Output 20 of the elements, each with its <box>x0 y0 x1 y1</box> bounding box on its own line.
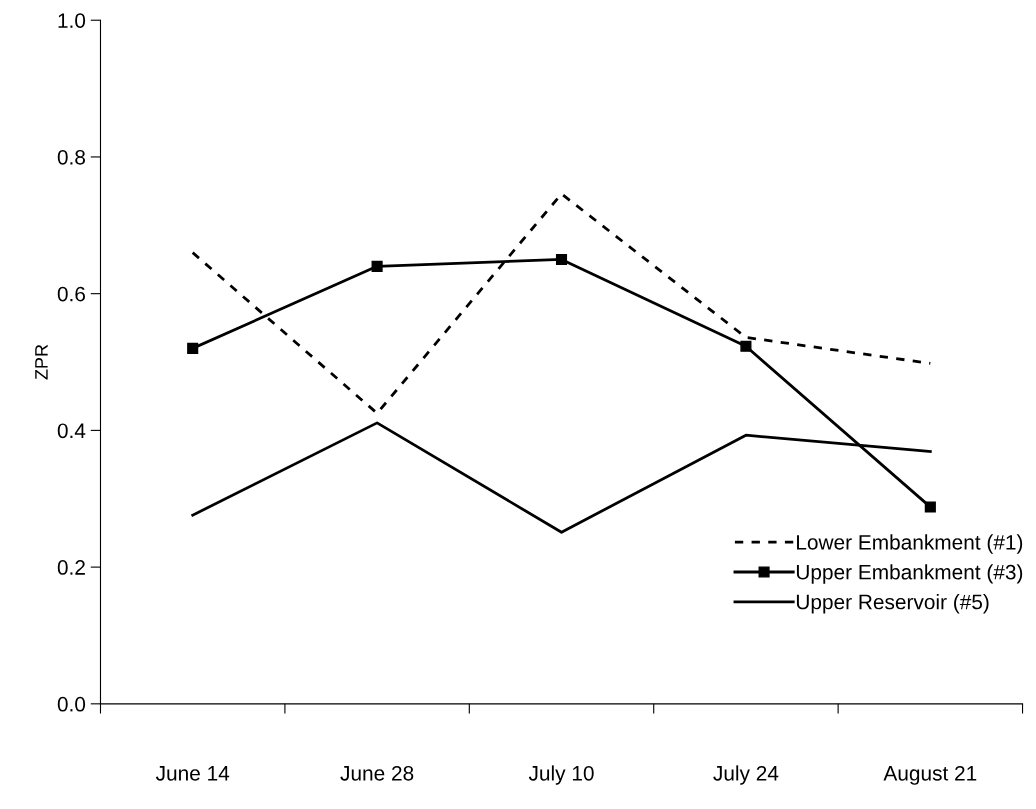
point <box>924 501 936 513</box>
point <box>187 342 199 354</box>
y-tick-label: 0.2 <box>57 560 85 575</box>
legend-label: Lower Embankment (#1) <box>797 534 1023 554</box>
y-axis-title: ZPR <box>35 344 48 380</box>
x-tick-label: August 21 <box>883 765 977 785</box>
point <box>555 253 568 266</box>
y-tick-label: 0.4 <box>57 423 86 439</box>
point <box>371 260 383 272</box>
x-tick-label: June 14 <box>155 766 230 781</box>
point <box>740 340 752 352</box>
x-tick-label: July 10 <box>528 765 594 785</box>
y-tick-label: 0.8 <box>57 149 86 165</box>
x-tick-label: June 28 <box>340 765 414 781</box>
legend-label: Upper Reservoir (#5) <box>796 594 989 614</box>
y-tick-label: 0.0 <box>57 696 86 712</box>
y-tick-label: 1.0 <box>58 13 86 28</box>
y-tick-label: 0.6 <box>57 286 85 302</box>
x-tick-label: July 24 <box>713 765 779 785</box>
legend-label: Upper Embankment (#3) <box>796 564 1023 584</box>
